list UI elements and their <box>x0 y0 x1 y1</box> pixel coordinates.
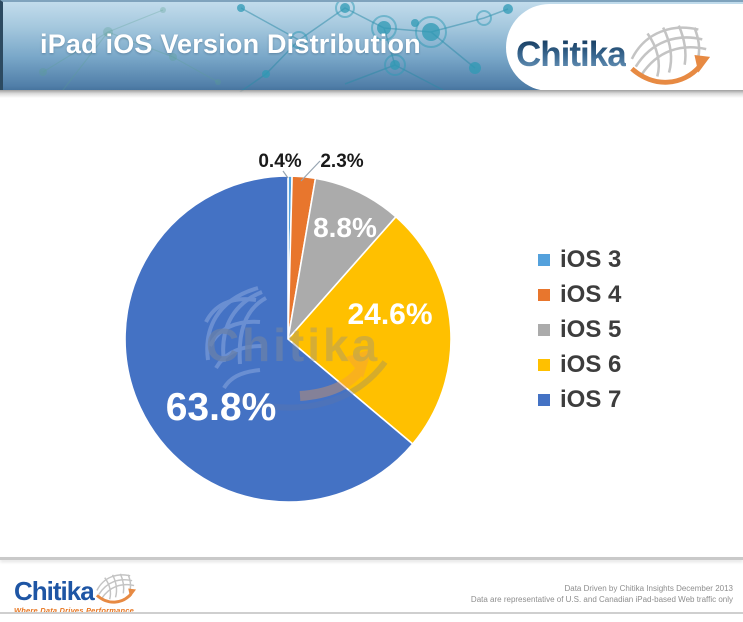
chitika-logo-text: Chitika <box>516 34 627 74</box>
legend-label: iOS 6 <box>560 350 622 378</box>
footer-chitika-logo: Chitika Where Data Drives Performance <box>14 570 138 615</box>
legend-item-ios-7: iOS 7 <box>538 382 621 417</box>
pie-label-ios-3: 0.4% <box>258 151 301 172</box>
legend-item-ios-5: iOS 5 <box>538 312 621 347</box>
legend-swatch <box>538 393 550 406</box>
legend-label: iOS 5 <box>560 315 622 343</box>
footer-note-2: Data are representative of U.S. and Cana… <box>470 595 733 604</box>
legend-swatch <box>538 358 550 371</box>
pie-slice-ios-7 <box>124 175 414 503</box>
footer-globe-icon <box>95 573 136 604</box>
label-leader-line <box>282 170 289 179</box>
legend-item-ios-3: iOS 3 <box>538 242 621 277</box>
footer-note-1: Data Driven by Chitika Insights December… <box>564 584 733 593</box>
legend-label: iOS 3 <box>560 245 622 273</box>
chitika-watermark: Chitika <box>204 286 388 411</box>
footer-tagline: Where Data Drives Performance <box>14 606 135 615</box>
chitika-logo: Chitika <box>516 19 714 89</box>
watermark-arrow-icon <box>299 349 372 401</box>
page-title: iPad iOS Version Distribution <box>40 29 421 59</box>
network-decoration-graphic <box>39 2 513 92</box>
footer-notes: Data Driven by Chitika Insights December… <box>471 583 733 605</box>
pie-label-ios-5: 8.8% <box>313 212 377 243</box>
watermark-swoosh <box>235 360 388 411</box>
pie-slices <box>124 175 452 503</box>
chart-legend: iOS 3 iOS 4 iOS 5 iOS 6 iOS 7 <box>538 242 621 417</box>
legend-item-ios-4: iOS 4 <box>538 277 621 312</box>
watermark-globe-icon <box>204 286 268 390</box>
legend-swatch <box>538 288 550 301</box>
legend-item-ios-6: iOS 6 <box>538 347 621 382</box>
pie-label-ios-4: 2.3% <box>320 151 363 172</box>
header: iPad iOS Version Distribution Chitika <box>0 0 743 92</box>
legend-swatch <box>538 323 550 336</box>
chitika-globe-icon <box>629 25 710 85</box>
pie-slice-ios-5 <box>287 177 397 340</box>
label-leader-line <box>300 160 321 182</box>
pie-slice-labels: 0.4% 2.3% 8.8% 24.6% 63.8% <box>166 151 433 429</box>
watermark-text: Chitika <box>206 319 380 371</box>
legend-swatch <box>538 253 550 266</box>
legend-label: iOS 7 <box>560 385 622 413</box>
pie-chart: Chitika 0.4% 2.3% 8.8% 24.6% 63.8% <box>124 151 452 503</box>
pie-label-ios-7: 63.8% <box>166 386 277 429</box>
header-logo-panel: Chitika <box>506 4 743 91</box>
footer-divider <box>0 557 743 560</box>
header-shadow-divider <box>0 90 743 98</box>
pie-label-ios-6: 24.6% <box>347 298 432 331</box>
legend-label: iOS 4 <box>560 280 622 308</box>
footer-logo-text: Chitika <box>14 576 95 606</box>
pie-slice-ios-6 <box>287 216 452 445</box>
slide-bottom-edge <box>0 612 743 614</box>
